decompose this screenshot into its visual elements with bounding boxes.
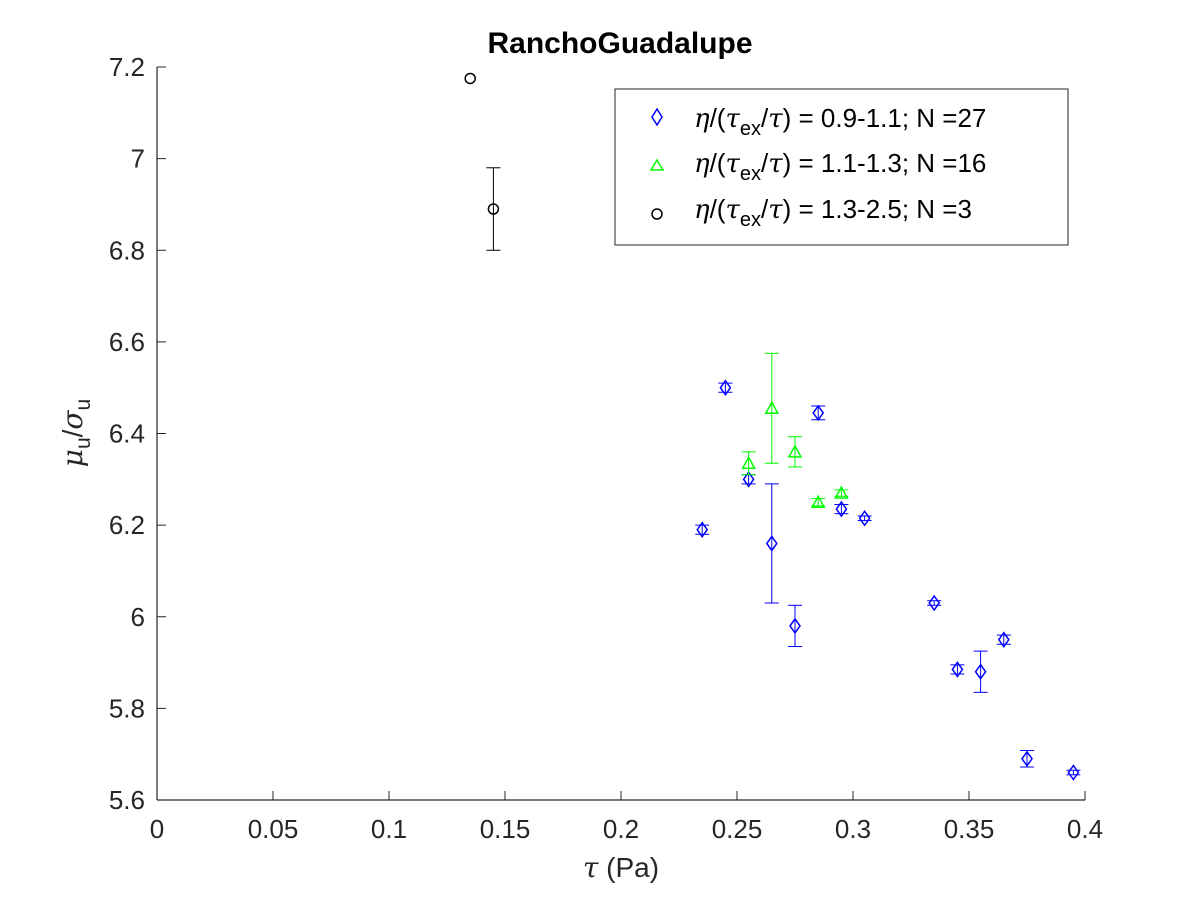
diamond-marker [719, 379, 732, 396]
y-axis-label-sub-u2: u [72, 399, 95, 411]
y-tick-label: 6 [131, 602, 145, 632]
data-point [927, 594, 942, 612]
data-point [718, 379, 733, 396]
y-axis-label: μu/σu [56, 399, 95, 467]
x-tick-label: 0.4 [1067, 814, 1103, 844]
triangle-marker [787, 444, 803, 458]
diamond-marker [997, 631, 1010, 648]
diamond-marker [696, 521, 709, 538]
data-point [1066, 764, 1081, 781]
x-tick-label: 0.15 [480, 814, 531, 844]
data-point [950, 661, 965, 678]
data-point [741, 451, 756, 476]
legend-diamond-marker-icon [651, 107, 663, 127]
x-tick-label: 0 [150, 814, 164, 844]
data-point [834, 500, 849, 518]
chart-title: RanchoGuadalupe [487, 27, 752, 60]
series-1 [695, 379, 1081, 781]
y-axis-label-sigma: σ [56, 410, 89, 430]
y-ticks: 5.6 5.8 6 6.2 6.4 6.6 6.8 7 7.2 [109, 52, 166, 815]
data-point [464, 72, 476, 85]
diamond-marker [928, 594, 941, 612]
circle-marker [464, 72, 476, 85]
y-tick-label: 6.8 [109, 235, 145, 265]
legend-entry-2: η/(τex/τ) = 1.1-1.3; N =16 [649, 148, 986, 185]
legend-triangle-marker-icon [649, 158, 665, 171]
x-tick-label: 0.25 [712, 814, 763, 844]
diamond-marker [1067, 764, 1080, 781]
y-tick-label: 7.2 [109, 52, 145, 82]
legend-circle-marker-icon [651, 208, 663, 220]
x-axis-label: τ (Pa) [583, 851, 659, 884]
x-axis-label-unit: (Pa) [598, 852, 659, 883]
y-tick-label: 5.8 [109, 693, 145, 723]
circle-marker [487, 203, 500, 215]
y-tick-label: 7 [131, 144, 145, 174]
series-2 [741, 352, 849, 508]
diamond-marker [789, 617, 801, 635]
y-axis-label-mu: μ [56, 449, 89, 467]
data-point [996, 631, 1011, 648]
legend-box [614, 88, 1069, 246]
data-point [857, 509, 872, 527]
x-tick-label: 0.35 [944, 814, 995, 844]
triangle-marker [810, 494, 826, 508]
triangle-marker [764, 400, 780, 415]
legend-label-3: η/(τex/τ) = 1.3-2.5; N =3 [694, 194, 972, 231]
x-ticks: 0 0.05 0.1 0.15 0.2 0.25 0.3 0.35 0.4 [150, 791, 1103, 844]
diamond-marker [812, 404, 825, 422]
series-3 [464, 72, 501, 251]
legend-entry-1: η/(τex/τ) = 0.9-1.1; N =27 [651, 103, 986, 140]
data-point [811, 404, 826, 422]
diamond-marker [974, 663, 987, 681]
diamond-marker [742, 471, 755, 488]
triangle-marker [741, 455, 756, 470]
data-point [695, 521, 710, 538]
diamond-marker [1021, 750, 1033, 768]
data-point [486, 167, 501, 251]
legend-label-1: η/(τex/τ) = 0.9-1.1; N =27 [694, 103, 986, 140]
legend: η/(τex/τ) = 0.9-1.1; N =27 η/(τex/τ) = 1… [614, 88, 1069, 246]
x-tick-label: 0.2 [603, 814, 639, 844]
diamond-marker [858, 509, 871, 527]
data-point [764, 483, 779, 604]
x-tick-label: 0.1 [371, 814, 407, 844]
diamond-marker [951, 661, 964, 678]
diamond-marker [835, 500, 848, 518]
legend-label-2: η/(τex/τ) = 1.1-1.3; N =16 [694, 148, 986, 185]
data-point [788, 604, 802, 648]
y-tick-label: 5.6 [109, 785, 145, 815]
data-point [834, 485, 849, 499]
plot-area [464, 72, 1081, 781]
x-tick-label: 0.05 [248, 814, 299, 844]
data-point [764, 352, 780, 464]
y-tick-label: 6.6 [109, 327, 145, 357]
data-point [810, 494, 826, 508]
y-tick-label: 6.4 [109, 419, 145, 449]
diamond-marker [765, 535, 778, 552]
x-axis-label-symbol: τ [583, 851, 599, 884]
x-tick-label: 0.3 [835, 814, 871, 844]
data-point [1020, 750, 1034, 768]
legend-entry-3: η/(τex/τ) = 1.3-2.5; N =3 [651, 194, 972, 231]
y-tick-label: 6.2 [109, 510, 145, 540]
data-point [973, 650, 988, 693]
triangle-marker [834, 485, 849, 499]
data-point [787, 436, 803, 468]
y-axis-label-slash: / [57, 429, 88, 437]
y-axis-label-sub-u: u [72, 437, 95, 449]
